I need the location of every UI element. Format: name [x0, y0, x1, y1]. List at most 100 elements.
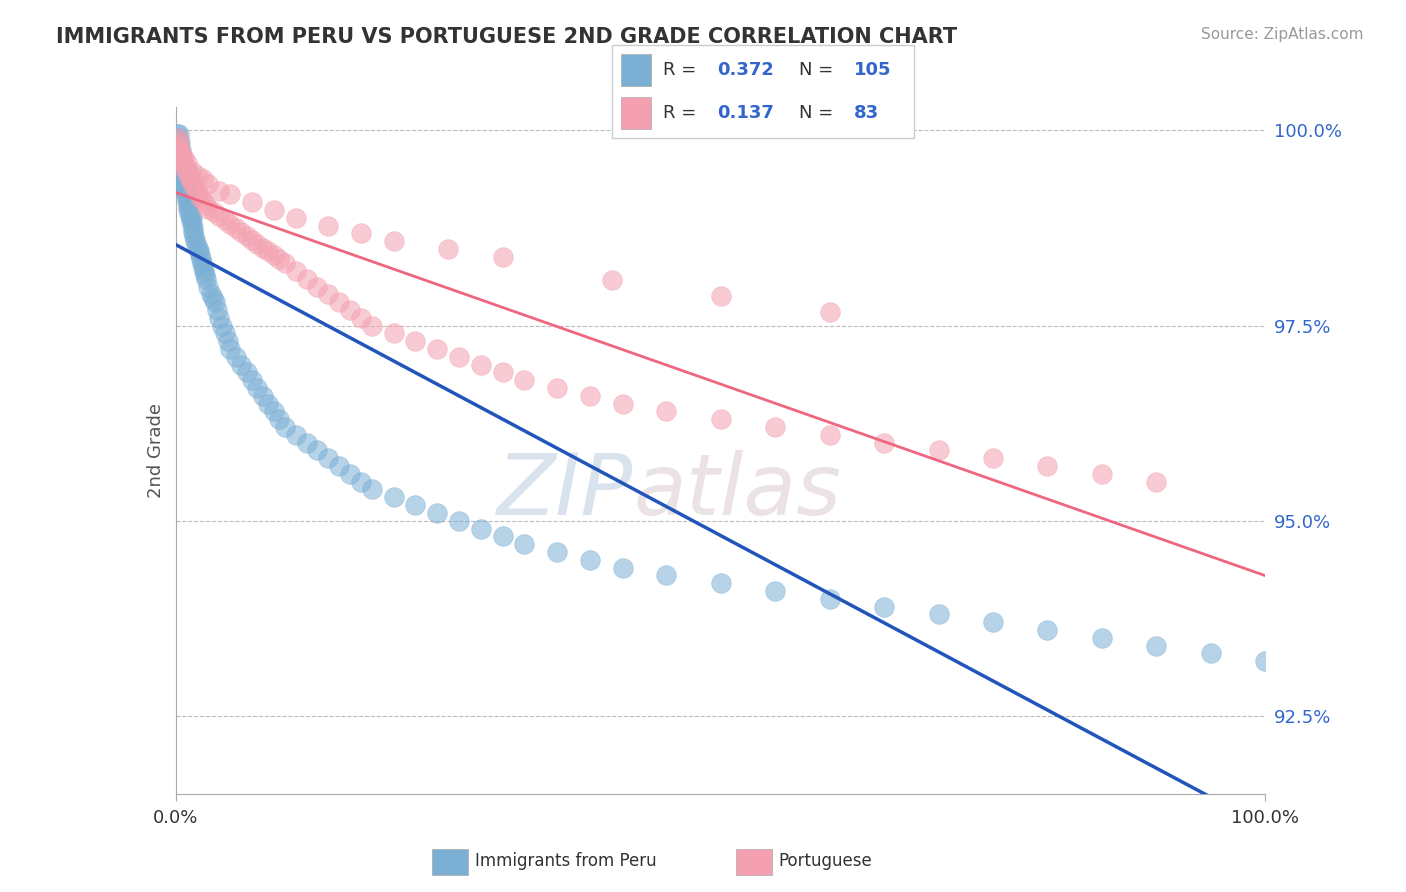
- Point: [172, 153, 194, 167]
- Point: [186, 186, 209, 200]
- Text: 105: 105: [853, 61, 891, 78]
- Point: [492, 529, 515, 543]
- Point: [179, 209, 201, 223]
- Point: [263, 248, 285, 262]
- Point: [167, 143, 190, 157]
- Point: [426, 342, 449, 356]
- Point: [173, 159, 195, 173]
- Text: R =: R =: [664, 104, 702, 122]
- Point: [405, 498, 427, 512]
- Point: [295, 435, 318, 450]
- Point: [177, 202, 200, 216]
- Point: [170, 148, 193, 162]
- Point: [470, 522, 492, 536]
- Point: [200, 287, 222, 301]
- Point: [219, 187, 242, 202]
- Point: [197, 279, 219, 293]
- Point: [177, 197, 200, 211]
- Point: [167, 145, 190, 160]
- Point: [170, 143, 193, 157]
- Point: [382, 234, 405, 248]
- Point: [166, 128, 188, 142]
- Point: [167, 128, 190, 142]
- Point: [252, 389, 274, 403]
- Point: [763, 420, 786, 434]
- Point: [181, 164, 204, 178]
- Point: [350, 310, 373, 325]
- Point: [318, 451, 340, 466]
- Point: [181, 211, 204, 225]
- Point: [166, 139, 188, 153]
- Point: [818, 304, 841, 318]
- Point: [169, 154, 191, 169]
- Text: Source: ZipAtlas.com: Source: ZipAtlas.com: [1201, 27, 1364, 42]
- Point: [257, 244, 280, 259]
- FancyBboxPatch shape: [737, 849, 772, 875]
- Point: [208, 184, 231, 198]
- Point: [274, 256, 297, 270]
- Point: [174, 162, 197, 177]
- Point: [177, 166, 200, 180]
- Text: 0.372: 0.372: [717, 61, 775, 78]
- Point: [191, 194, 214, 208]
- Text: ZIP: ZIP: [498, 450, 633, 533]
- Point: [470, 358, 492, 372]
- Point: [166, 139, 188, 153]
- Point: [350, 475, 373, 489]
- Point: [307, 443, 329, 458]
- Text: 0.137: 0.137: [717, 104, 775, 122]
- Point: [176, 156, 198, 170]
- Point: [612, 397, 634, 411]
- Text: N =: N =: [799, 61, 834, 78]
- Point: [546, 545, 568, 559]
- Point: [186, 169, 209, 183]
- Point: [166, 135, 188, 149]
- Point: [197, 177, 219, 191]
- Point: [1036, 458, 1059, 473]
- Point: [263, 404, 285, 418]
- Point: [235, 228, 257, 243]
- Point: [246, 381, 269, 395]
- Point: [181, 178, 204, 192]
- Point: [655, 568, 678, 582]
- Point: [191, 256, 214, 270]
- Point: [172, 166, 194, 180]
- Text: Portuguese: Portuguese: [779, 852, 872, 871]
- Point: [195, 271, 218, 285]
- Point: [231, 358, 253, 372]
- Point: [172, 164, 194, 178]
- Point: [174, 177, 197, 191]
- Point: [170, 146, 193, 161]
- Point: [710, 289, 733, 303]
- Point: [513, 537, 536, 551]
- FancyBboxPatch shape: [620, 54, 651, 86]
- Point: [173, 182, 195, 196]
- Point: [167, 140, 190, 154]
- Point: [191, 260, 214, 274]
- Point: [284, 211, 307, 225]
- FancyBboxPatch shape: [620, 97, 651, 129]
- Point: [177, 195, 200, 210]
- Point: [176, 194, 198, 208]
- Point: [231, 225, 253, 239]
- Point: [873, 599, 896, 614]
- Point: [339, 302, 361, 317]
- Text: IMMIGRANTS FROM PERU VS PORTUGUESE 2ND GRADE CORRELATION CHART: IMMIGRANTS FROM PERU VS PORTUGUESE 2ND G…: [56, 27, 957, 46]
- Point: [1036, 623, 1059, 637]
- Point: [328, 295, 350, 310]
- Point: [600, 273, 623, 287]
- Point: [176, 166, 198, 180]
- Y-axis label: 2nd Grade: 2nd Grade: [146, 403, 165, 498]
- Point: [1091, 631, 1114, 645]
- Point: [204, 295, 226, 310]
- Point: [167, 146, 190, 161]
- Point: [173, 178, 195, 192]
- Text: N =: N =: [799, 104, 834, 122]
- Point: [612, 560, 634, 574]
- Point: [173, 151, 195, 165]
- Point: [274, 420, 297, 434]
- Point: [235, 365, 257, 379]
- Point: [252, 240, 274, 254]
- Point: [191, 171, 214, 186]
- Point: [167, 143, 190, 157]
